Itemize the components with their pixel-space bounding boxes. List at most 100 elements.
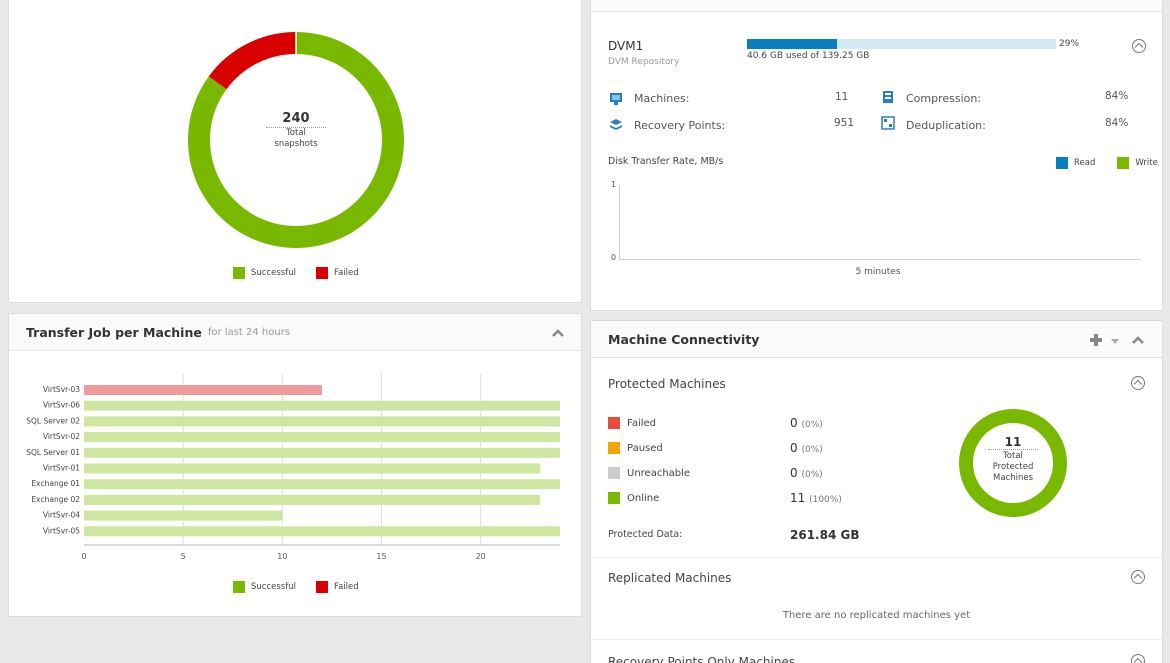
status-percent: (100%) [809, 495, 842, 505]
repository-usage-percent: 29% [1059, 39, 1080, 49]
legend-successful-label: Successful [251, 582, 296, 592]
status-label: Failed [627, 417, 657, 429]
legend-failed-label: Failed [333, 268, 359, 278]
recovery-only-collapse-button[interactable] [1131, 654, 1145, 663]
status-row-unreachable: Unreachable [608, 467, 690, 479]
recovery-points-label: Recovery Points: [634, 119, 726, 132]
legend-failed-swatch [315, 267, 328, 279]
replicated-machines-title: Replicated Machines [608, 571, 732, 585]
repository-usage-fill [747, 39, 837, 49]
disk-rate-legend: Read Write [1056, 157, 1158, 169]
legend-successful-swatch [233, 267, 245, 279]
status-percent: (0%) [801, 445, 823, 455]
add-icon[interactable] [1089, 333, 1103, 347]
connectivity-title: Machine Connectivity [608, 331, 760, 347]
protected-machines-donut [959, 409, 1067, 517]
y-category-label: VirtSvr-03 [43, 385, 80, 394]
caret-down-icon[interactable] [1110, 336, 1120, 346]
layers-icon [610, 119, 622, 130]
transfer-jobs-chart: 0 5 10 15 20 VirtSvr-03 VirtSvr-06 SQL Server 0… [26, 374, 560, 561]
x-tick-label: 0 [81, 552, 86, 561]
bar-successful[interactable] [84, 416, 560, 427]
legend-successful-label: Successful [251, 268, 296, 278]
y-category-label: Exchange 01 [31, 479, 80, 488]
chevron-up-icon[interactable] [551, 326, 565, 340]
status-value[interactable]: 0 (0%) [790, 416, 823, 430]
y-category-label: SQL Server 01 [26, 448, 80, 457]
y-category-label: VirtSvr-04 [43, 511, 80, 520]
connectivity-header: Machine Connectivity [591, 321, 1162, 358]
status-value[interactable]: 0 (0%) [790, 441, 823, 455]
machines-value: 11 [835, 91, 849, 103]
repository-name: DVM1 [608, 39, 644, 53]
disk-rate-y-axis [619, 185, 620, 260]
x-tick-label: 10 [277, 552, 287, 561]
status-row-paused: Paused [608, 442, 663, 454]
status-swatch [608, 492, 620, 504]
x-tick-label: 20 [476, 552, 486, 561]
bar-successful[interactable] [84, 432, 560, 443]
bar-successful[interactable] [84, 526, 560, 537]
compression-icon [883, 91, 893, 103]
y-category-label: SQL Server 02 [26, 416, 80, 425]
repository-subtitle: DVM Repository [608, 57, 680, 67]
repository-collapse-button[interactable] [1132, 39, 1146, 53]
donut-label-machines: Machines [992, 473, 1033, 483]
deduplication-icon [881, 116, 895, 130]
y-category-label: VirtSvr-06 [43, 401, 80, 410]
bar-successful[interactable] [84, 494, 541, 505]
transfer-jobs-subtitle: for last 24 hours [207, 326, 291, 338]
machines-label: Machines: [634, 92, 690, 105]
deduplication-label: Deduplication: [906, 119, 986, 132]
status-value[interactable]: 11 (100%) [790, 491, 842, 505]
protected-machines-title: Protected Machines [608, 377, 726, 391]
status-swatch [608, 467, 620, 479]
replicated-empty-text: There are no replicated machines yet [782, 610, 971, 621]
status-swatch [608, 417, 620, 429]
protected-collapse-button[interactable] [1131, 376, 1145, 390]
repository-panel: DVM1 DVM Repository 29% 40.6 GB used of … [590, 0, 1163, 311]
disk-rate-y-max: 1 [611, 180, 617, 189]
bar-successful[interactable] [84, 463, 541, 474]
snapshots-total-label-2: snapshots [274, 139, 318, 149]
legend-read-label: Read [1074, 158, 1096, 168]
x-tick-label: 5 [181, 552, 186, 561]
status-value[interactable]: 0 (0%) [790, 466, 823, 480]
status-percent: (0%) [801, 420, 823, 430]
snapshots-donut [188, 32, 404, 248]
repository-usage-text: 40.6 GB used of 139.25 GB [747, 51, 870, 61]
protected-data-label: Protected Data: [608, 529, 683, 540]
status-label: Paused [627, 442, 663, 454]
status-label: Unreachable [627, 467, 691, 479]
donut-total-value: 11 [988, 435, 1038, 450]
y-category-label: VirtSvr-05 [43, 526, 80, 535]
status-row-online: Online [608, 492, 659, 504]
recovery-only-title: Recovery Points Only Machines [608, 655, 796, 663]
protected-data-value: 261.84 GB [790, 528, 860, 542]
status-percent: (0%) [801, 470, 823, 480]
bar-successful[interactable] [84, 447, 560, 458]
bar-successful[interactable] [84, 510, 283, 521]
snapshots-total-label: Total [286, 128, 306, 138]
legend-write-swatch [1117, 157, 1130, 169]
y-category-label: Exchange 02 [31, 495, 80, 504]
legend-read-swatch [1056, 157, 1068, 169]
bar-successful[interactable] [84, 479, 560, 490]
disk-rate-x-axis [619, 259, 1141, 260]
bar-successful[interactable] [84, 400, 560, 411]
status-swatch [608, 442, 620, 454]
legend-successful-swatch [233, 581, 245, 593]
donut-label-protected: Protected [992, 462, 1034, 472]
bar-failed[interactable] [84, 385, 322, 395]
disk-rate-title: Disk Transfer Rate, MB/s [608, 156, 724, 167]
donut-label-total: Total [1003, 451, 1023, 461]
repository-usage-bar [747, 39, 1056, 49]
connectivity-panel: Machine Connectivity Protected Machines … [590, 320, 1163, 663]
transfer-jobs-header: Transfer Job per Machine for last 24 hou… [9, 314, 581, 351]
chevron-up-icon[interactable] [1131, 333, 1145, 347]
x-tick-label: 15 [376, 552, 386, 561]
recovery-points-value: 951 [834, 117, 855, 129]
replicated-collapse-button[interactable] [1131, 570, 1145, 584]
legend-failed-label: Failed [333, 582, 359, 592]
transfer-jobs-panel: Transfer Job per Machine for last 24 hou… [8, 313, 582, 617]
